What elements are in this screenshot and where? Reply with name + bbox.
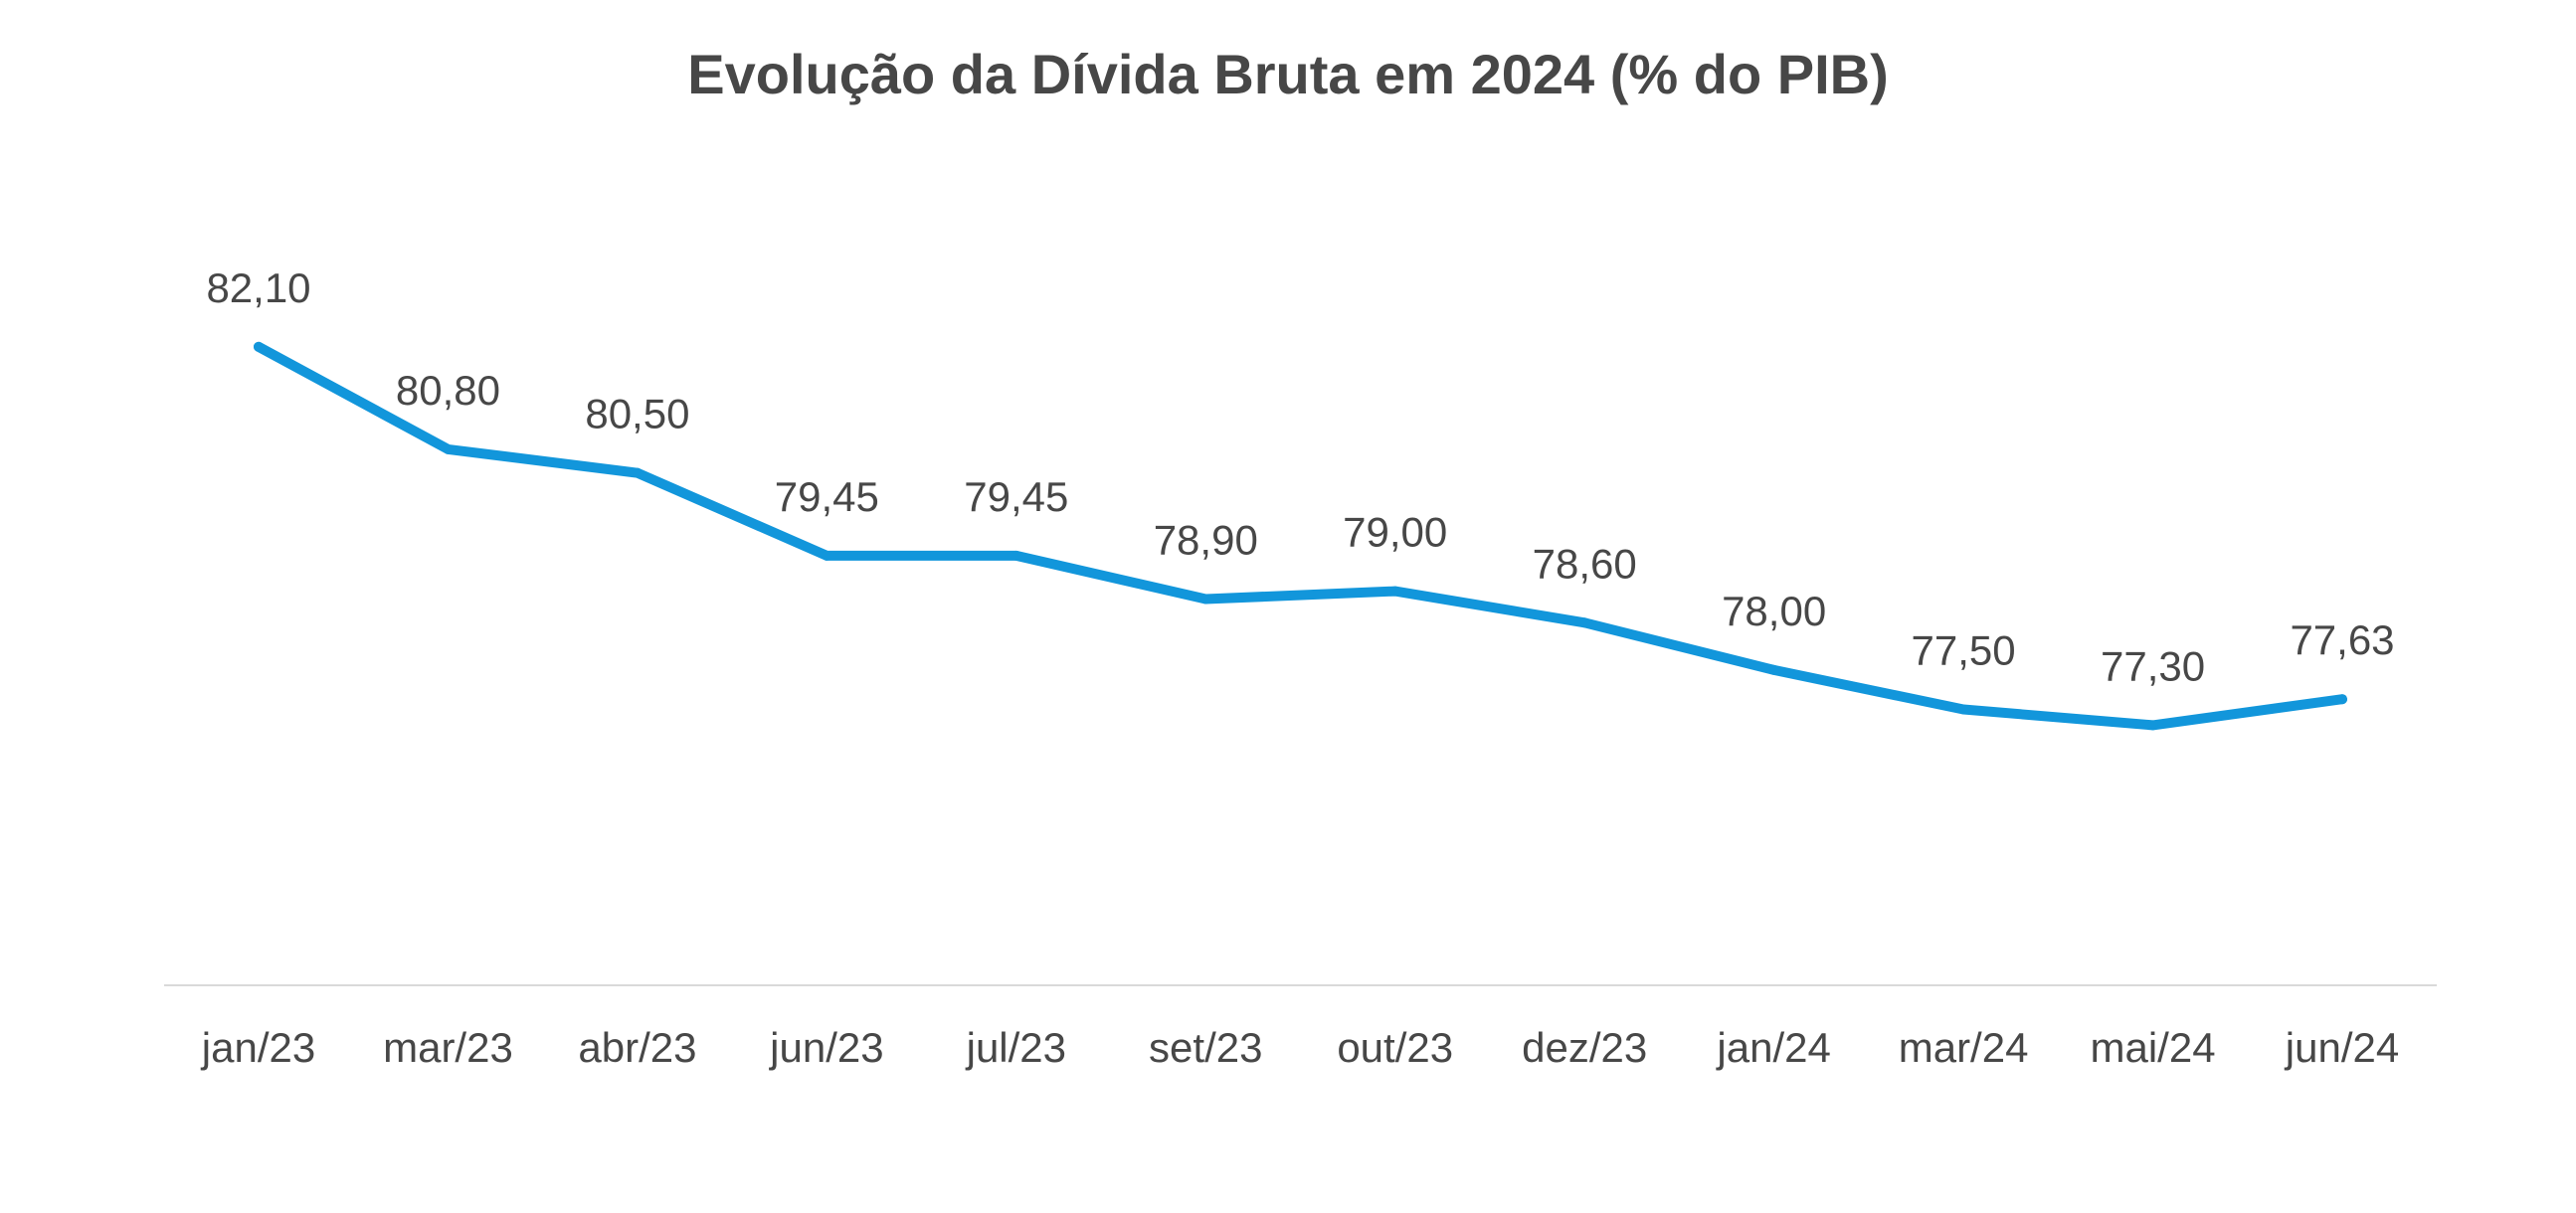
data-point [254, 341, 264, 352]
data-point [822, 550, 832, 561]
data-point [2147, 720, 2158, 731]
data-label: 80,80 [396, 367, 500, 414]
x-tick-label: jan/24 [1715, 1024, 1830, 1071]
data-point [1768, 664, 1779, 675]
x-tick-labels-group: jan/23 mar/23 abr/23 jun/23 jul/23 set/23 out/… [200, 1024, 2399, 1071]
data-label: 77,50 [1912, 627, 2016, 674]
series-group [254, 341, 2347, 731]
data-label: 82,10 [206, 264, 310, 311]
x-tick-label: jul/23 [965, 1024, 1066, 1071]
data-label: 78,00 [1722, 588, 1826, 634]
data-point [443, 443, 454, 454]
x-tick-label: jun/24 [2284, 1024, 2399, 1071]
data-labels-group: 82,10 80,80 80,50 79,45 79,45 78,90 79,00 78,60… [206, 264, 2394, 690]
x-tick-label: jan/23 [200, 1024, 315, 1071]
data-label: 77,63 [2290, 616, 2394, 663]
data-label: 79,00 [1343, 509, 1447, 556]
chart-title: Evolução da Dívida Bruta em 2024 (% do P… [687, 43, 1889, 105]
data-point [1579, 617, 1590, 628]
data-point [1389, 586, 1400, 597]
data-label: 78,60 [1533, 540, 1637, 587]
x-tick-label: set/23 [1149, 1024, 1262, 1071]
data-point [1958, 704, 1969, 715]
data-label: 80,50 [585, 391, 689, 437]
x-tick-label: jun/23 [768, 1024, 883, 1071]
data-point [1011, 550, 1021, 561]
x-tick-label: abr/23 [578, 1024, 696, 1071]
x-tick-label: mar/24 [1899, 1024, 2029, 1071]
data-label: 78,90 [1154, 517, 1258, 564]
x-tick-label: mai/24 [2091, 1024, 2216, 1071]
data-label: 77,30 [2101, 642, 2205, 689]
data-point [2337, 694, 2347, 705]
data-point [1200, 594, 1211, 605]
series-line [254, 341, 2347, 731]
x-tick-label: out/23 [1337, 1024, 1453, 1071]
x-tick-label: mar/23 [383, 1024, 513, 1071]
x-tick-label: dez/23 [1522, 1024, 1647, 1071]
data-label: 79,45 [775, 473, 879, 520]
data-label: 79,45 [964, 473, 1068, 520]
data-point [632, 467, 643, 478]
